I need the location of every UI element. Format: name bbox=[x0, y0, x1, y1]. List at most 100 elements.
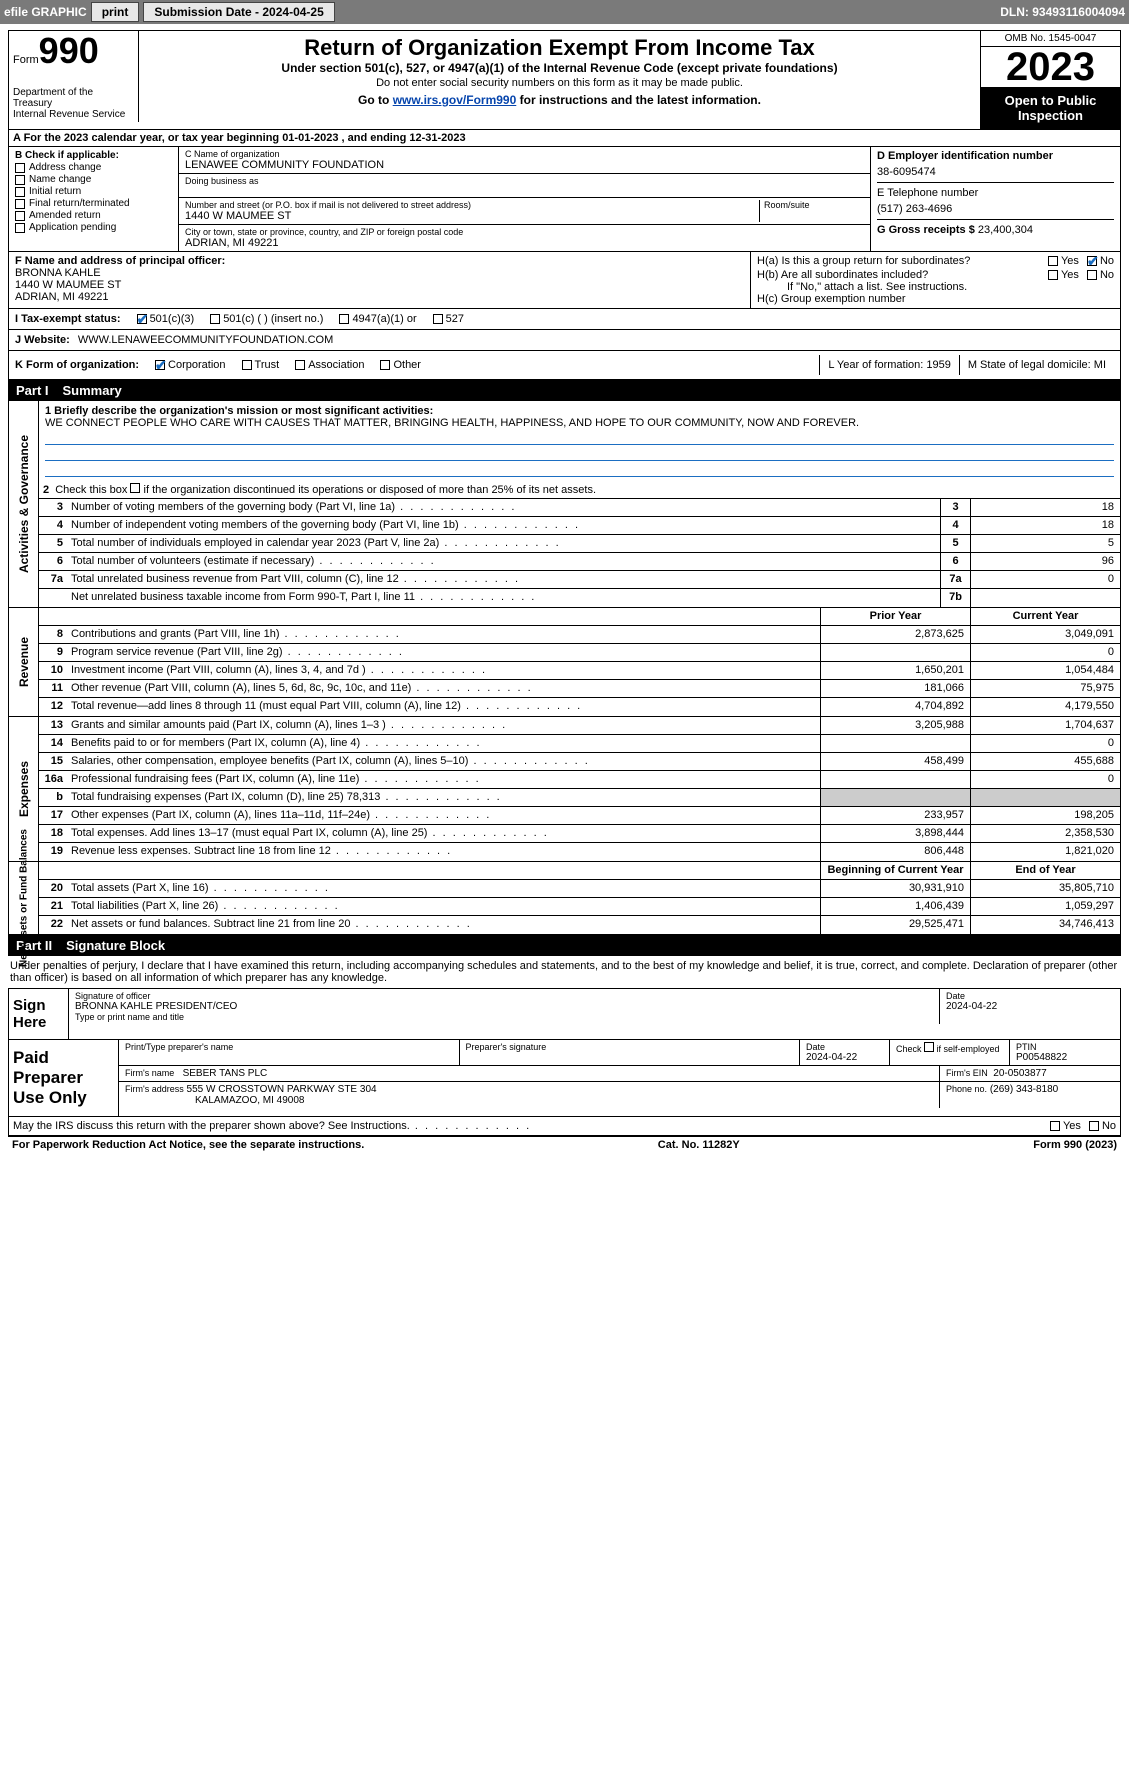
line-desc: Other revenue (Part VIII, column (A), li… bbox=[67, 680, 820, 697]
sign-here-block: Sign Here Signature of officerBRONNA KAH… bbox=[8, 988, 1121, 1040]
cb-initial-return[interactable] bbox=[15, 187, 25, 197]
hb-label: H(b) Are all subordinates included? bbox=[757, 269, 1040, 281]
box-c: C Name of organization LENAWEE COMMUNITY… bbox=[179, 147, 870, 251]
cb-hb-yes[interactable] bbox=[1048, 270, 1058, 280]
box-d-e-g: D Employer identification number 38-6095… bbox=[870, 147, 1120, 251]
cb-app-pending[interactable] bbox=[15, 223, 25, 233]
cb-discontinued[interactable] bbox=[130, 483, 140, 493]
line-desc: Total fundraising expenses (Part IX, col… bbox=[67, 789, 820, 806]
cb-4947[interactable] bbox=[339, 314, 349, 324]
cb-discuss-no[interactable] bbox=[1089, 1121, 1099, 1131]
cb-ha-no[interactable] bbox=[1087, 256, 1097, 266]
form-org-label: K Form of organization: bbox=[15, 359, 139, 371]
prior-val: 3,898,444 bbox=[820, 825, 970, 842]
prior-val: 181,066 bbox=[820, 680, 970, 697]
line-desc: Total liabilities (Part X, line 26) bbox=[67, 898, 820, 915]
officer-signature-name: BRONNA KAHLE PRESIDENT/CEO bbox=[75, 1001, 933, 1012]
q2-label: 2 Check this box if the organization dis… bbox=[39, 481, 1120, 498]
hb-note: If "No," attach a list. See instructions… bbox=[787, 281, 1114, 293]
cb-other[interactable] bbox=[380, 360, 390, 370]
cb-assoc[interactable] bbox=[295, 360, 305, 370]
prior-val bbox=[820, 735, 970, 752]
box-k: K Form of organization: Corporation Trus… bbox=[15, 359, 811, 371]
part2-header: Part II Signature Block bbox=[8, 935, 1121, 956]
part1-num: Part I bbox=[16, 383, 49, 398]
cb-ha-yes[interactable] bbox=[1048, 256, 1058, 266]
line-num: 5 bbox=[39, 535, 67, 552]
form-title: Return of Organization Exempt From Incom… bbox=[149, 35, 970, 61]
cb-501c3[interactable] bbox=[137, 314, 147, 324]
gov-side-label: Activities & Governance bbox=[17, 435, 31, 573]
prior-val: 806,448 bbox=[820, 843, 970, 861]
current-val: 35,805,710 bbox=[970, 880, 1120, 897]
firm-addr2: KALAMAZOO, MI 49008 bbox=[195, 1095, 305, 1106]
line-desc: Revenue less expenses. Subtract line 18 … bbox=[67, 843, 820, 861]
line-desc: Program service revenue (Part VIII, line… bbox=[67, 644, 820, 661]
box-i: I Tax-exempt status: 501(c)(3) 501(c) ( … bbox=[8, 309, 1121, 330]
prior-val: 1,406,439 bbox=[820, 898, 970, 915]
current-val: 75,975 bbox=[970, 680, 1120, 697]
current-val: 4,179,550 bbox=[970, 698, 1120, 716]
line-desc: Number of voting members of the governin… bbox=[67, 499, 940, 516]
cb-527[interactable] bbox=[433, 314, 443, 324]
cb-final-return[interactable] bbox=[15, 199, 25, 209]
prior-val: 4,704,892 bbox=[820, 698, 970, 716]
cb-address-change[interactable] bbox=[15, 163, 25, 173]
line-box: 5 bbox=[940, 535, 970, 552]
cb-discuss-yes[interactable] bbox=[1050, 1121, 1060, 1131]
prior-val: 1,650,201 bbox=[820, 662, 970, 679]
city-value: ADRIAN, MI 49221 bbox=[185, 237, 864, 249]
line-num: 11 bbox=[39, 680, 67, 697]
prior-year-hdr: Prior Year bbox=[820, 608, 970, 625]
line-num: 4 bbox=[39, 517, 67, 534]
gross-value: 23,400,304 bbox=[978, 224, 1033, 236]
q1-text: WE CONNECT PEOPLE WHO CARE WITH CAUSES T… bbox=[45, 417, 1114, 429]
sign-here-label: Sign Here bbox=[9, 989, 69, 1039]
end-year-hdr: End of Year bbox=[970, 862, 1120, 879]
line-box: 7b bbox=[940, 589, 970, 607]
cb-corp[interactable] bbox=[155, 360, 165, 370]
line-num: 6 bbox=[39, 553, 67, 570]
dln-label: DLN: 93493116004094 bbox=[1000, 5, 1125, 19]
firm-name: SEBER TANS PLC bbox=[183, 1068, 268, 1079]
org-name: LENAWEE COMMUNITY FOUNDATION bbox=[185, 159, 864, 171]
submission-button[interactable]: Submission Date - 2024-04-25 bbox=[143, 2, 334, 22]
ptin-value: P00548822 bbox=[1016, 1052, 1114, 1063]
cb-name-change[interactable] bbox=[15, 175, 25, 185]
footer-right: Form 990 (2023) bbox=[1033, 1139, 1117, 1151]
line-num: 21 bbox=[39, 898, 67, 915]
line-num: 17 bbox=[39, 807, 67, 824]
form-word: Form bbox=[13, 54, 39, 66]
firm-addr1: 555 W CROSSTOWN PARKWAY STE 304 bbox=[187, 1084, 377, 1095]
form-header: Form990 Department of the Treasury Inter… bbox=[8, 30, 1121, 130]
firm-ein: 20-0503877 bbox=[993, 1068, 1046, 1079]
cb-hb-no[interactable] bbox=[1087, 270, 1097, 280]
form-note1: Do not enter social security numbers on … bbox=[149, 77, 970, 89]
cb-amended[interactable] bbox=[15, 211, 25, 221]
line-desc: Salaries, other compensation, employee b… bbox=[67, 753, 820, 770]
box-h: H(a) Is this a group return for subordin… bbox=[750, 252, 1120, 308]
footer-mid: Cat. No. 11282Y bbox=[658, 1139, 740, 1151]
form-number: 990 bbox=[39, 30, 99, 71]
street-value: 1440 W MAUMEE ST bbox=[185, 210, 759, 222]
line-desc: Total number of volunteers (estimate if … bbox=[67, 553, 940, 570]
line-num: 10 bbox=[39, 662, 67, 679]
print-button[interactable]: print bbox=[91, 2, 140, 22]
line-desc: Benefits paid to or for members (Part IX… bbox=[67, 735, 820, 752]
cb-self-employed[interactable] bbox=[924, 1042, 934, 1052]
prior-val: 233,957 bbox=[820, 807, 970, 824]
line-val: 0 bbox=[970, 571, 1120, 588]
paid-prep-label: Paid Preparer Use Only bbox=[9, 1040, 119, 1116]
prior-val: 29,525,471 bbox=[820, 916, 970, 934]
tax-status-label: I Tax-exempt status: bbox=[15, 313, 121, 325]
line-num: 12 bbox=[39, 698, 67, 716]
line-num: 7a bbox=[39, 571, 67, 588]
city-label: City or town, state or province, country… bbox=[185, 227, 864, 237]
cb-501c[interactable] bbox=[210, 314, 220, 324]
current-val: 0 bbox=[970, 771, 1120, 788]
line-num: 18 bbox=[39, 825, 67, 842]
cb-trust[interactable] bbox=[242, 360, 252, 370]
line-desc: Total assets (Part X, line 16) bbox=[67, 880, 820, 897]
current-val: 0 bbox=[970, 644, 1120, 661]
irs-link[interactable]: www.irs.gov/Form990 bbox=[393, 93, 517, 107]
